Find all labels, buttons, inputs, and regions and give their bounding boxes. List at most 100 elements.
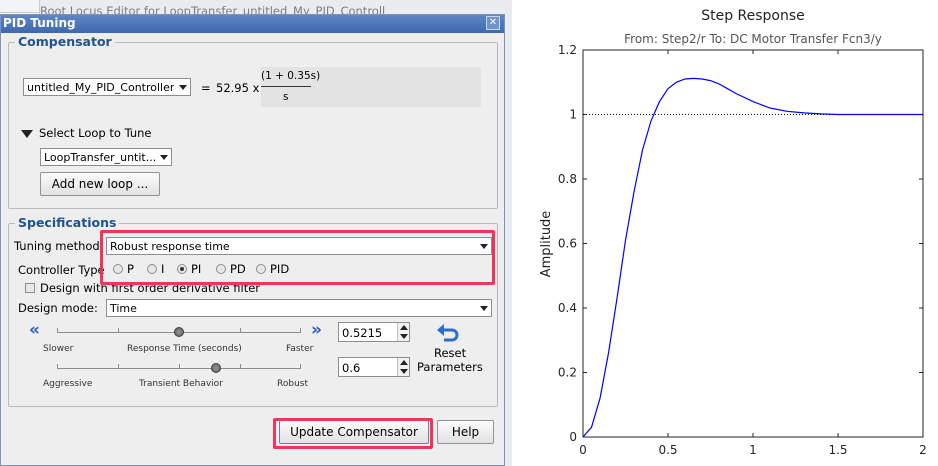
slider-tick [240, 328, 241, 333]
x-tick-label: 1.5 [828, 443, 847, 457]
step-response-curve[interactable] [582, 77, 923, 438]
spinner-up-icon[interactable] [400, 325, 408, 330]
specifications-group-title: Specifications [15, 215, 120, 230]
design-mode-label: Design mode: [18, 301, 98, 315]
transfer-function-display: (1 + 0.35s) s [261, 67, 481, 107]
x-tick-label: 0.5 [658, 443, 677, 457]
design-mode-select[interactable]: Time [106, 299, 492, 317]
slider-tick [57, 364, 58, 369]
slider-tick [300, 328, 301, 333]
slider-tick [300, 364, 301, 369]
slider-tick [240, 364, 241, 369]
divider [0, 12, 40, 13]
loop-select[interactable]: LoopTransfer_untit... [40, 148, 172, 166]
triangle-down-icon[interactable] [21, 130, 33, 138]
radio-pi[interactable]: PI [177, 262, 201, 276]
response-slider-thumb[interactable] [174, 327, 184, 337]
radio-i-label: I [161, 262, 165, 276]
faster-label: Faster [286, 344, 314, 354]
spinner-arrows[interactable] [397, 358, 409, 376]
slower-label: Slower [43, 344, 74, 354]
chevron-down-icon [160, 155, 168, 160]
y-tick-label: 0.2 [558, 366, 577, 380]
spinner-down-icon[interactable] [400, 334, 408, 339]
y-tick-label: 1 [569, 108, 577, 122]
radio-dot [256, 264, 266, 274]
compensator-group: Compensator untitled_My_PID_Controller =… [8, 34, 498, 209]
faster-arrows-icon[interactable]: » [311, 320, 322, 340]
x-tick-label: 2 [919, 443, 927, 457]
controller-type-radios: P I PI PD PID [113, 262, 313, 278]
tuning-method-select[interactable]: Robust response time [106, 237, 492, 255]
radio-dot-selected [177, 264, 187, 274]
controller-select-value: untitled_My_PID_Controller [27, 81, 175, 94]
slower-arrows-icon[interactable]: « [29, 320, 40, 340]
chevron-down-icon [179, 85, 187, 90]
help-button[interactable]: Help [437, 420, 494, 444]
response-time-label: Response Time (seconds) [127, 344, 242, 354]
close-button[interactable]: ✕ [486, 16, 500, 30]
radio-p[interactable]: P [113, 262, 134, 276]
radio-pi-label: PI [191, 262, 202, 276]
y-tick-label: 1.2 [558, 43, 577, 57]
radio-pd-label: PD [230, 262, 246, 276]
reset-parameters-button[interactable]: Reset Parameters [414, 320, 484, 380]
pid-tuning-dialog: PID Tuning ✕ Compensator untitled_My_PID… [0, 14, 505, 466]
slider-tick [57, 328, 58, 333]
chevron-down-icon [480, 244, 488, 249]
fraction-bar [261, 86, 311, 87]
slider-tick [179, 364, 180, 369]
step-response-plot[interactable]: Step Response From: Step2/r To: DC Motor… [512, 0, 938, 466]
y-tick-label: 0.8 [558, 172, 577, 186]
transient-spinner[interactable]: 0.6 [338, 357, 410, 377]
dialog-title: PID Tuning [3, 16, 76, 30]
transient-value: 0.6 [342, 361, 361, 375]
tf-numerator: (1 + 0.35s) [261, 70, 321, 82]
tf-denominator: s [283, 91, 289, 103]
slider-tick [118, 328, 119, 333]
radio-dot [147, 264, 157, 274]
parameters-label: Parameters [417, 360, 483, 374]
derivative-filter-checkbox[interactable] [25, 283, 35, 293]
gain-expression: 52.95 x [216, 81, 260, 95]
response-time-value: 0.5215 [342, 326, 383, 340]
y-tick-label: 0.6 [558, 237, 577, 251]
close-icon: ✕ [488, 17, 498, 28]
spinner-arrows[interactable] [397, 323, 409, 341]
undo-arrow-icon [437, 324, 459, 342]
tuning-method-value: Robust response time [110, 240, 230, 253]
x-tick-label: 1 [749, 443, 757, 457]
specifications-group: Specifications Tuning method: Robust res… [8, 215, 498, 407]
controller-type-label: Controller Type [18, 263, 105, 277]
y-axis-label: Amplitude [539, 211, 554, 278]
plot-subtitle: From: Step2/r To: DC Motor Transfer Fcn3… [624, 32, 882, 46]
add-new-loop-button[interactable]: Add new loop ... [40, 172, 160, 196]
plot-title: Step Response [701, 8, 805, 24]
update-compensator-button[interactable]: Update Compensator [279, 420, 429, 444]
radio-i[interactable]: I [147, 262, 164, 276]
radio-p-label: P [127, 262, 134, 276]
reset-label: Reset [434, 346, 467, 360]
select-loop-label: Select Loop to Tune [39, 126, 152, 140]
chevron-down-icon [480, 306, 488, 311]
loop-select-value: LoopTransfer_untit... [44, 151, 157, 164]
controller-select[interactable]: untitled_My_PID_Controller [23, 78, 191, 96]
radio-pd[interactable]: PD [216, 262, 246, 276]
radio-dot [113, 264, 123, 274]
plot-axes-box [582, 49, 924, 438]
radio-pid[interactable]: PID [256, 262, 289, 276]
slider-tick [118, 364, 119, 369]
response-time-spinner[interactable]: 0.5215 [338, 322, 410, 342]
derivative-filter-label: Design with first order derivative filte… [40, 281, 261, 295]
radio-pid-label: PID [270, 262, 290, 276]
y-tick-label: 0.4 [558, 301, 577, 315]
design-mode-value: Time [110, 302, 137, 315]
spinner-up-icon[interactable] [400, 360, 408, 365]
transient-slider-thumb[interactable] [211, 363, 221, 373]
spinner-down-icon[interactable] [400, 369, 408, 374]
equals-sign: = [201, 81, 211, 95]
dialog-titlebar[interactable]: PID Tuning ✕ [1, 15, 504, 33]
compensator-group-title: Compensator [15, 34, 115, 49]
x-tick-label: 0 [579, 443, 587, 457]
